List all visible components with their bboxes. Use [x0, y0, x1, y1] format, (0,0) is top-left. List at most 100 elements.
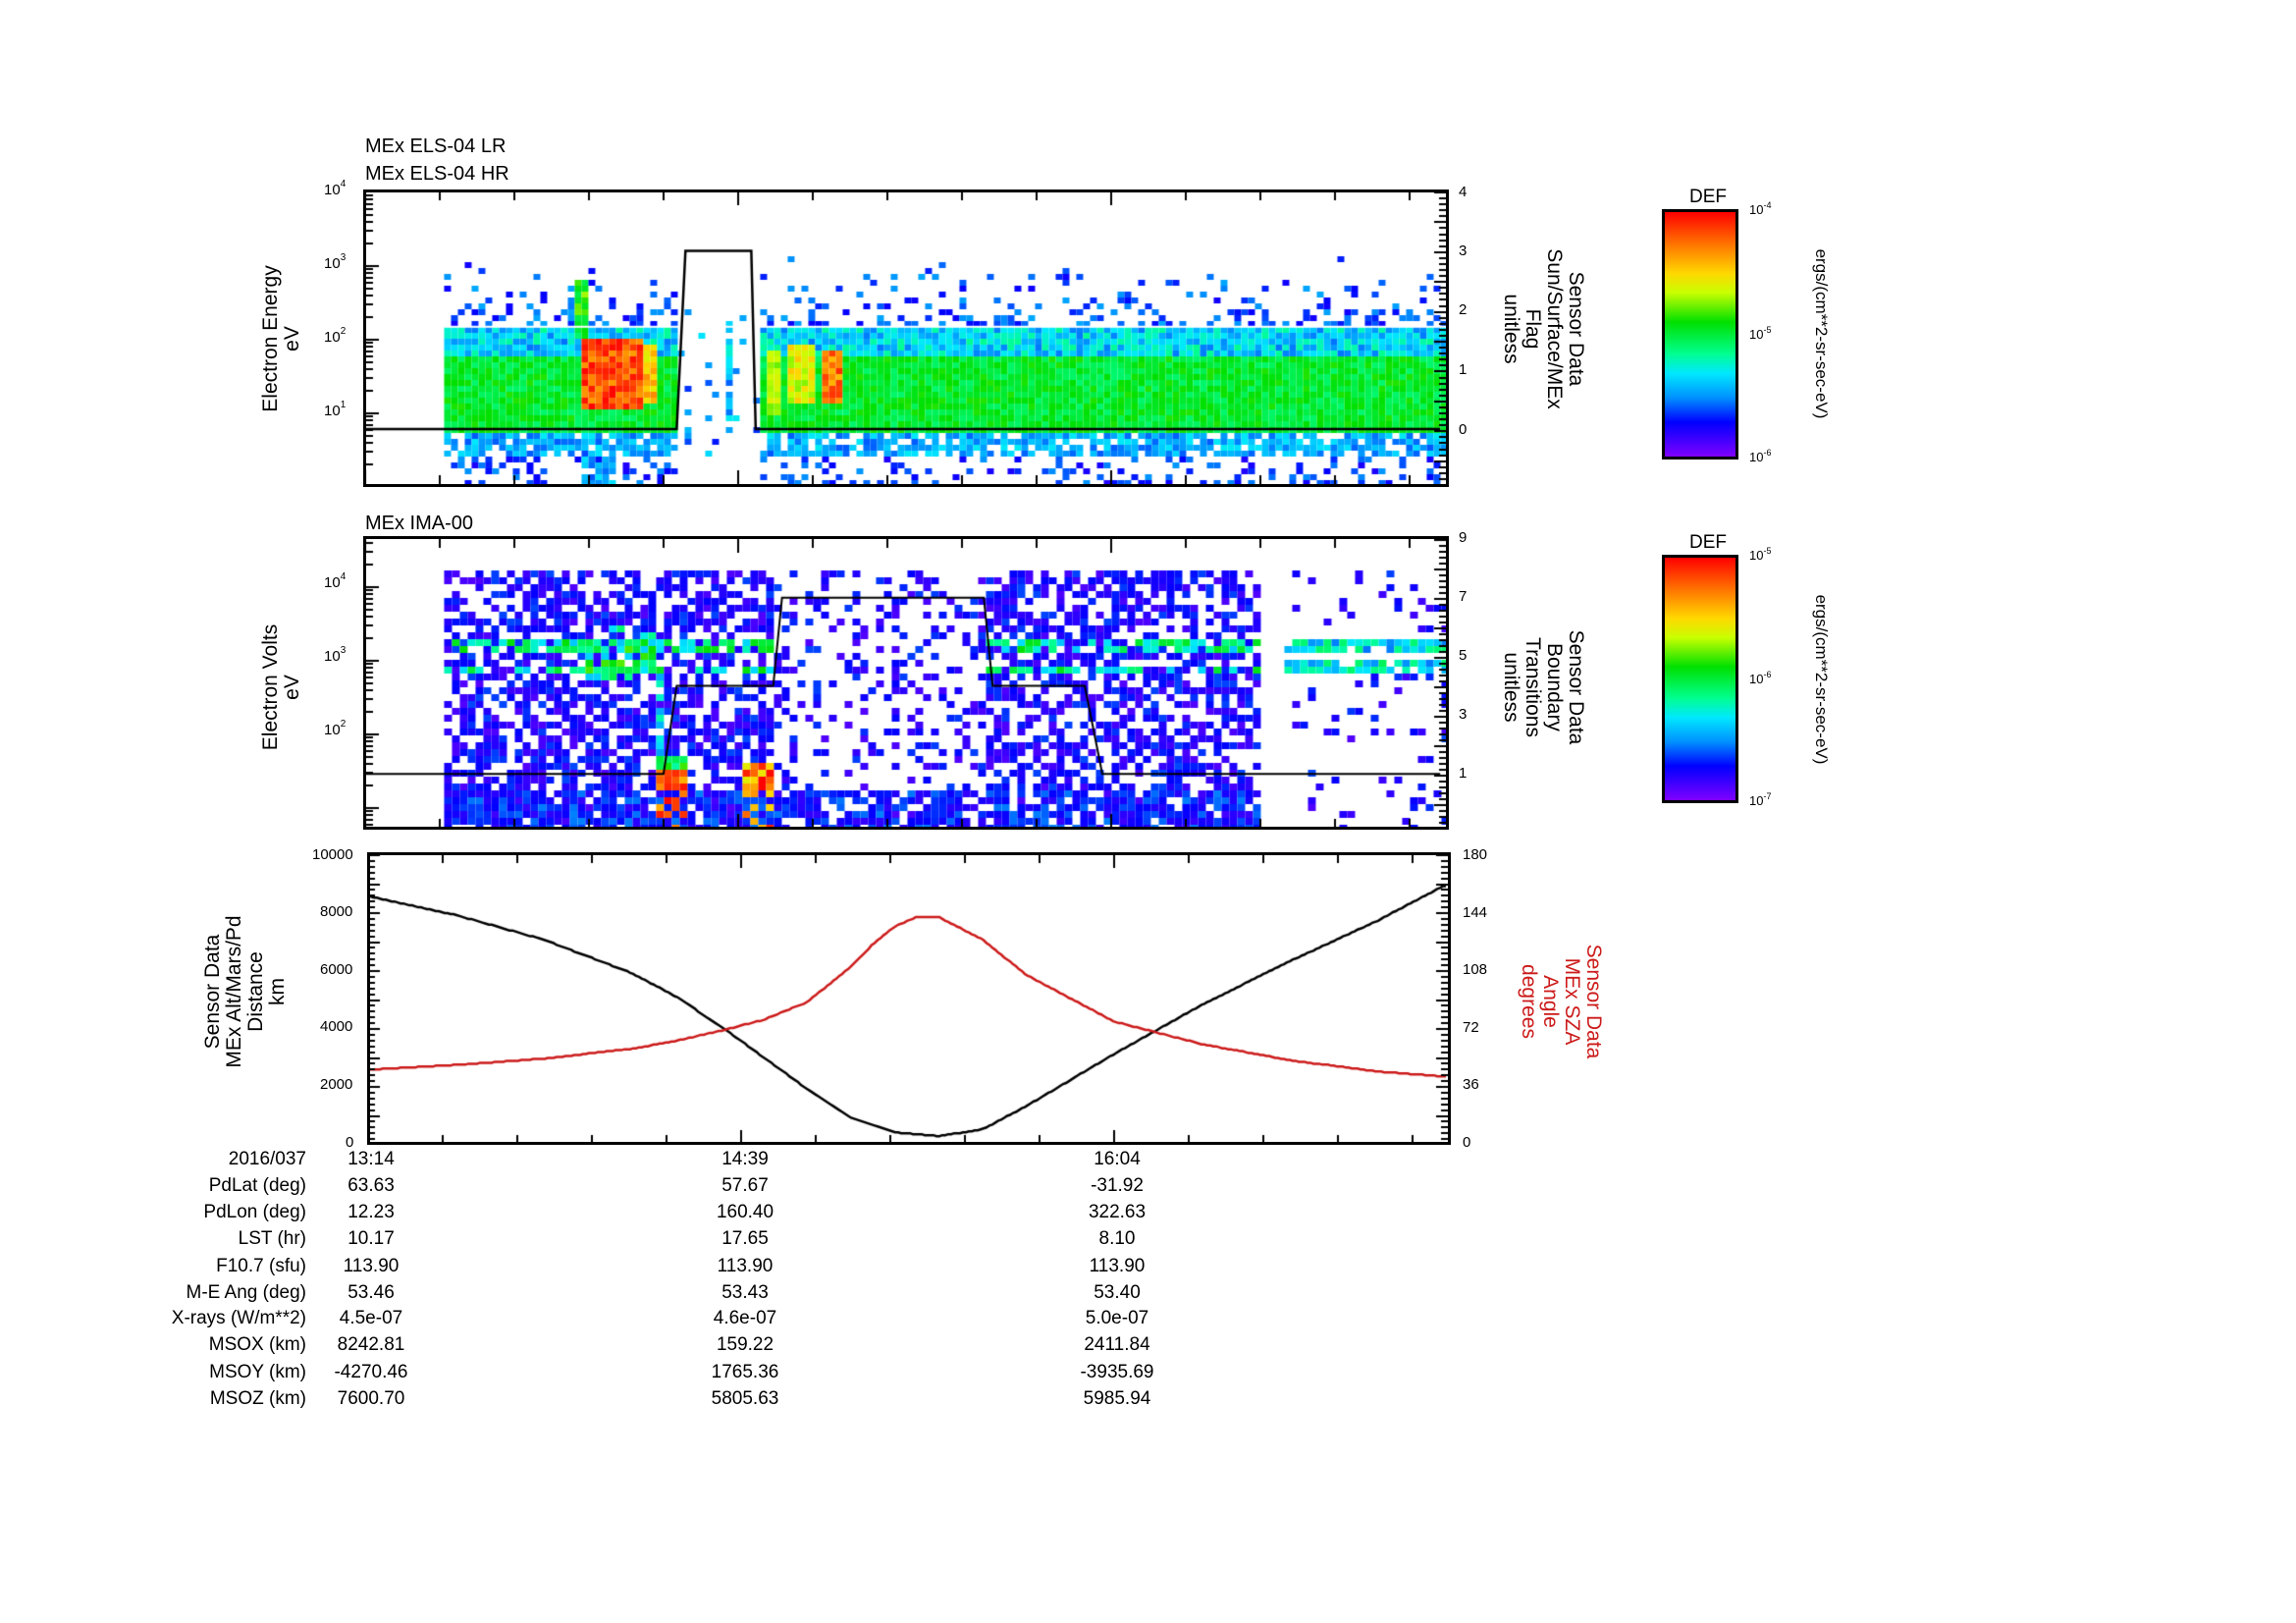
- table-cell: 322.63: [1088, 1202, 1147, 1222]
- orbit-ytick-4000: 4000: [320, 1018, 353, 1035]
- ima-colorbar-min: 10-7: [1749, 791, 1772, 808]
- els-y2label-line1: Sensor Data: [1565, 271, 1587, 387]
- orbit-y2tick-180: 180: [1463, 846, 1488, 863]
- table-cell: 57.67: [721, 1175, 769, 1196]
- table-label-pdlon: PdLon (deg): [203, 1202, 306, 1222]
- table-cell: 8242.81: [337, 1334, 405, 1355]
- orbit-y2label: Sensor Data MEx SZA Angle degrees: [1518, 944, 1605, 1059]
- table-cell: 16:04: [1094, 1149, 1141, 1169]
- table-cell: 53.40: [1094, 1282, 1141, 1303]
- ima-ytick-1e2: 102: [324, 719, 347, 738]
- table-cell: -31.92: [1091, 1175, 1144, 1196]
- els-y2tick-2: 2: [1459, 301, 1468, 318]
- els-y2label: Sensor Data Sun/Surface/MEx Flag unitles…: [1500, 248, 1587, 409]
- els-colorbar: [1662, 209, 1738, 460]
- ima-plot-frame: [363, 536, 1449, 830]
- table-cell: 1765.36: [711, 1362, 779, 1382]
- table-cell: 159.22: [716, 1334, 774, 1355]
- ima-y2tick-9: 9: [1459, 529, 1468, 546]
- ima-y2label: Sensor Data Boundary Transitions unitles…: [1500, 629, 1587, 745]
- table-cell: 8.10: [1098, 1228, 1136, 1249]
- els-y2label-line2: Sun/Surface/MEx: [1543, 248, 1566, 409]
- els-y2label-line4: unitless: [1500, 294, 1522, 364]
- ima-colorbar-mid: 10-6: [1749, 670, 1772, 686]
- orbit-ylabel: Sensor Data MEx Alt/Mars/Pd Distance km: [201, 915, 289, 1068]
- els-ytick-1e3: 103: [324, 252, 347, 272]
- orbit-y2label-line4: degrees: [1518, 964, 1540, 1039]
- els-colorbar-title: DEF: [1689, 187, 1727, 207]
- els-colorbar-units: ergs/(cm**2-sr-sec-eV): [1812, 248, 1831, 419]
- table-cell: 17.65: [721, 1228, 769, 1249]
- table-cell: 4.5e-07: [339, 1308, 403, 1328]
- orbit-y2label-line2: MEx SZA: [1561, 957, 1583, 1046]
- table-cell: 4.6e-07: [713, 1308, 777, 1328]
- table-label-pdlat: PdLat (deg): [208, 1175, 306, 1196]
- ima-ytick-1e4: 104: [324, 571, 347, 591]
- table-label-me-ang: M-E Ang (deg): [186, 1282, 307, 1303]
- orbit-ytick-0: 0: [346, 1134, 354, 1151]
- table-label-f107: F10.7 (sfu): [216, 1256, 306, 1276]
- ima-y2tick-1: 1: [1459, 765, 1468, 782]
- orbit-y2tick-36: 36: [1463, 1076, 1479, 1093]
- els-y2tick-3: 3: [1459, 243, 1468, 259]
- table-label-msoz: MSOZ (km): [209, 1388, 306, 1409]
- orbit-ytick-10000: 10000: [312, 846, 353, 863]
- ima-y2label-line2: Boundary: [1543, 643, 1566, 731]
- table-cell: 13:14: [347, 1149, 395, 1169]
- table-label-msoy: MSOY (km): [209, 1362, 306, 1382]
- ima-colorbar: [1662, 555, 1738, 803]
- els-colorbar-max: 10-4: [1749, 200, 1772, 217]
- table-cell: 53.43: [721, 1282, 769, 1303]
- ima-y2label-line1: Sensor Data: [1565, 629, 1587, 745]
- table-label-xrays: X-rays (W/m**2): [171, 1308, 306, 1328]
- els-colorbar-min: 10-6: [1749, 448, 1772, 464]
- orbit-line-plot: [368, 854, 1448, 1144]
- ima-ytick-1e3: 103: [324, 645, 347, 665]
- table-label-msox: MSOX (km): [208, 1334, 306, 1355]
- table-cell: 14:39: [721, 1149, 769, 1169]
- ima-spectrogram: [365, 539, 1446, 828]
- ima-y2tick-7: 7: [1459, 588, 1468, 605]
- ima-colorbar-title: DEF: [1689, 532, 1727, 553]
- ima-ylabel-line2: eV: [281, 675, 303, 700]
- orbit-ytick-8000: 8000: [320, 903, 353, 920]
- table-cell: 113.90: [1089, 1256, 1146, 1276]
- ima-ylabel: Electron Volts eV: [259, 623, 303, 751]
- orbit-ylabel-line3: Distance: [244, 951, 267, 1032]
- table-cell: 10.17: [347, 1228, 395, 1249]
- orbit-y2label-line1: Sensor Data: [1582, 944, 1605, 1059]
- orbit-y2tick-72: 72: [1463, 1019, 1479, 1036]
- orbit-y2tick-108: 108: [1463, 961, 1488, 978]
- els-ytick-1e4: 104: [324, 179, 347, 198]
- table-cell: 2411.84: [1084, 1334, 1150, 1355]
- ima-y2label-line4: unitless: [1500, 652, 1522, 723]
- ima-y2label-line3: Transitions: [1522, 637, 1544, 737]
- orbit-plot-frame: [367, 852, 1451, 1145]
- ima-y2tick-5: 5: [1459, 647, 1468, 664]
- orbit-y2tick-0: 0: [1463, 1134, 1471, 1151]
- els-plot-frame: [363, 189, 1449, 487]
- orbit-ytick-2000: 2000: [320, 1076, 353, 1093]
- table-cell: 53.46: [347, 1282, 395, 1303]
- table-cell: 63.63: [347, 1175, 395, 1196]
- els-ylabel-line1: Electron Energy: [259, 265, 282, 412]
- els-ytick-1e2: 102: [324, 326, 347, 346]
- table-cell: 7600.70: [337, 1388, 405, 1409]
- els-ylabel-line2: eV: [281, 326, 303, 352]
- els-ytick-1e1: 101: [324, 400, 347, 419]
- table-cell: 5.0e-07: [1085, 1308, 1149, 1328]
- ima-colorbar-units: ergs/(cm**2-sr-sec-eV): [1812, 594, 1831, 765]
- els-ylabel: Electron Energy eV: [259, 265, 303, 412]
- orbit-ylabel-line2: MEx Alt/Mars/Pd: [223, 915, 245, 1068]
- els-title-hr: MEx ELS-04 HR: [365, 163, 509, 185]
- orbit-ylabel-line1: Sensor Data: [201, 934, 224, 1050]
- orbit-y2label-line3: Angle: [1539, 975, 1562, 1028]
- ima-title: MEx IMA-00: [365, 513, 474, 534]
- ima-y2tick-3: 3: [1459, 706, 1468, 723]
- ima-ylabel-line1: Electron Volts: [259, 623, 282, 751]
- orbit-y2tick-144: 144: [1463, 904, 1488, 921]
- els-colorbar-mid: 10-5: [1749, 325, 1772, 342]
- els-spectrogram: [365, 191, 1446, 484]
- els-y2tick-4: 4: [1459, 184, 1468, 200]
- table-label-date: 2016/037: [228, 1149, 306, 1169]
